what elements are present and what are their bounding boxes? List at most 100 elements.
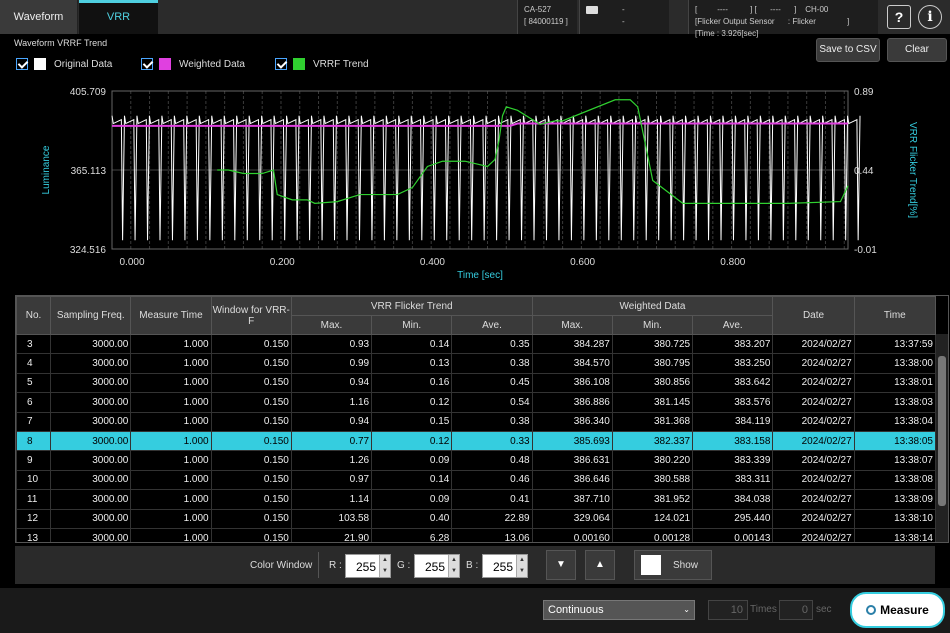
table-row[interactable]: 12 3000.00 1.000 0.150 103.58 0.40 22.89 329.06… bbox=[16, 508, 937, 529]
mode-select[interactable]: Continuous ⌄ bbox=[543, 600, 695, 620]
cell-wmin: 381.952 bbox=[611, 489, 694, 510]
cell-wave: 383.311 bbox=[692, 469, 774, 491]
times-input[interactable]: 10 bbox=[708, 600, 748, 620]
legend-vrrf[interactable]: VRRF Trend bbox=[275, 57, 369, 71]
help-icon[interactable]: ? bbox=[887, 5, 911, 29]
cell-wave: 384.119 bbox=[692, 411, 774, 432]
b-stepper[interactable]: ▲ ▼ bbox=[516, 555, 527, 577]
cell-win: 0.150 bbox=[210, 353, 292, 374]
cell-mt: 1.000 bbox=[130, 411, 212, 432]
x-tick-label: 0.000 bbox=[119, 257, 144, 268]
table-row[interactable]: 11 3000.00 1.000 0.150 1.14 0.09 0.41 387.710 38… bbox=[16, 489, 937, 510]
cell-mt: 1.000 bbox=[130, 489, 212, 510]
save-csv-button[interactable]: Save to CSV bbox=[816, 38, 880, 62]
cell-win: 0.150 bbox=[210, 392, 292, 413]
sec-input[interactable]: 0 bbox=[779, 600, 813, 620]
table-row[interactable]: 7 3000.00 1.000 0.150 0.94 0.15 0.38 386.340 381… bbox=[16, 411, 937, 432]
cell-mt: 1.000 bbox=[130, 508, 212, 529]
col-w-ave: Ave. bbox=[692, 315, 774, 335]
checkbox-vrrf[interactable] bbox=[275, 58, 287, 70]
chevron-down-icon: ⌄ bbox=[683, 605, 690, 614]
cell-vmax: 103.58 bbox=[290, 508, 373, 529]
table-row[interactable]: 3 3000.00 1.000 0.150 0.93 0.14 0.35 384.287 380… bbox=[16, 333, 937, 355]
table-scrollbar[interactable] bbox=[936, 334, 948, 542]
b-label: B : bbox=[466, 560, 479, 571]
cell-wave: 383.250 bbox=[692, 353, 774, 374]
cell-freq: 3000.00 bbox=[50, 508, 132, 529]
col-time: Time bbox=[853, 296, 937, 335]
swatch-vrrf bbox=[293, 58, 305, 70]
cell-time: 13:38:10 bbox=[853, 508, 937, 529]
cell-no: 4 bbox=[16, 353, 52, 374]
cell-no: 10 bbox=[16, 469, 52, 491]
legend-weighted[interactable]: Weighted Data bbox=[141, 57, 245, 71]
b-input[interactable]: 255 ▲ ▼ bbox=[482, 554, 528, 578]
g-label: G : bbox=[397, 560, 411, 571]
cell-time: 13:38:09 bbox=[853, 489, 937, 510]
info-icon[interactable]: i bbox=[918, 5, 942, 29]
show-button[interactable]: Show bbox=[634, 550, 712, 580]
r-input[interactable]: 255 ▲ ▼ bbox=[345, 554, 391, 578]
y-axis-ticks: 405.709 365.113 324.516 bbox=[70, 87, 107, 256]
cell-mt: 1.000 bbox=[130, 527, 212, 542]
cell-vmax: 1.16 bbox=[290, 392, 373, 413]
tab-vrr[interactable]: VRR bbox=[79, 0, 158, 34]
clear-button[interactable]: Clear bbox=[887, 38, 947, 62]
cell-vave: 0.38 bbox=[451, 353, 533, 374]
cell-win: 0.150 bbox=[210, 430, 292, 452]
y-tick-label: 324.516 bbox=[70, 245, 107, 256]
table-row[interactable]: 9 3000.00 1.000 0.150 1.26 0.09 0.48 386.631 380… bbox=[16, 450, 937, 471]
cell-freq: 3000.00 bbox=[50, 372, 132, 394]
table-row[interactable]: 5 3000.00 1.000 0.150 0.94 0.16 0.45 386.108 380… bbox=[16, 372, 937, 394]
y2-axis-label: VRR Flicker Trend[%] bbox=[907, 122, 918, 218]
cell-vmin: 0.40 bbox=[371, 508, 453, 529]
col-group-vrr: VRR Flicker Trend bbox=[290, 296, 533, 316]
table-row[interactable]: 10 3000.00 1.000 0.150 0.97 0.14 0.46 386.646 38… bbox=[16, 469, 937, 491]
cell-wave: 383.642 bbox=[692, 372, 774, 394]
legend-original[interactable]: Original Data bbox=[16, 57, 112, 71]
cell-vave: 22.89 bbox=[451, 508, 533, 529]
g-input[interactable]: 255 ▲ ▼ bbox=[414, 554, 460, 578]
r-stepper[interactable]: ▲ ▼ bbox=[379, 555, 390, 577]
g-stepper[interactable]: ▲ ▼ bbox=[448, 555, 459, 577]
cell-vmax: 0.94 bbox=[290, 372, 373, 394]
cell-time: 13:38:04 bbox=[853, 411, 937, 432]
tab-waveform[interactable]: Waveform bbox=[0, 0, 78, 34]
cell-time: 13:38:03 bbox=[853, 392, 937, 413]
cell-time: 13:38:14 bbox=[853, 527, 937, 542]
checkbox-original[interactable] bbox=[16, 58, 28, 70]
scrollbar-thumb[interactable] bbox=[938, 356, 946, 506]
col-vrr-min: Min. bbox=[371, 315, 453, 335]
b-value: 255 bbox=[492, 560, 513, 574]
y2-tick-label: 0.89 bbox=[854, 87, 874, 98]
cell-no: 5 bbox=[16, 372, 52, 394]
table-row[interactable]: 13 3000.00 1.000 0.150 21.90 6.28 13.06 0.00160… bbox=[16, 527, 937, 542]
cell-win: 0.150 bbox=[210, 508, 292, 529]
col-measure-time: Measure Time bbox=[130, 296, 212, 335]
cell-vmax: 1.26 bbox=[290, 450, 373, 471]
cell-vmax: 0.99 bbox=[290, 353, 373, 374]
weighted-data-line bbox=[112, 122, 848, 127]
color-swatch bbox=[641, 555, 661, 575]
table-row[interactable]: 8 3000.00 1.000 0.150 0.77 0.12 0.33 385.693 382… bbox=[16, 430, 937, 452]
cell-vave: 0.38 bbox=[451, 411, 533, 432]
measure-button[interactable]: Measure bbox=[850, 592, 945, 628]
cell-win: 0.150 bbox=[210, 450, 292, 471]
color-window-label: Color Window bbox=[250, 560, 313, 571]
mode-value: Continuous bbox=[548, 604, 604, 616]
legend-weighted-label: Weighted Data bbox=[179, 58, 245, 70]
checkbox-weighted[interactable] bbox=[141, 58, 153, 70]
up-arrow-button[interactable]: ▲ bbox=[585, 550, 615, 580]
bottom-bar: Continuous ⌄ 10 Times 0 sec Measure bbox=[0, 588, 950, 633]
cell-no: 8 bbox=[16, 430, 52, 452]
table-row[interactable]: 4 3000.00 1.000 0.150 0.99 0.13 0.38 384.570 380… bbox=[16, 353, 937, 374]
down-arrow-button[interactable]: ▼ bbox=[546, 550, 576, 580]
cell-vmax: 0.93 bbox=[290, 333, 373, 355]
y2-axis-ticks: 0.89 0.44 -0.01 bbox=[854, 87, 877, 256]
table-body: 3 3000.00 1.000 0.150 0.93 0.14 0.35 384.287 380… bbox=[16, 333, 937, 542]
cell-no: 11 bbox=[16, 489, 52, 510]
cell-freq: 3000.00 bbox=[50, 489, 132, 510]
results-table: No. Sampling Freq. Measure Time Window f… bbox=[15, 295, 949, 543]
legend-vrrf-label: VRRF Trend bbox=[313, 58, 369, 70]
table-row[interactable]: 6 3000.00 1.000 0.150 1.16 0.12 0.54 386.886 381… bbox=[16, 392, 937, 413]
